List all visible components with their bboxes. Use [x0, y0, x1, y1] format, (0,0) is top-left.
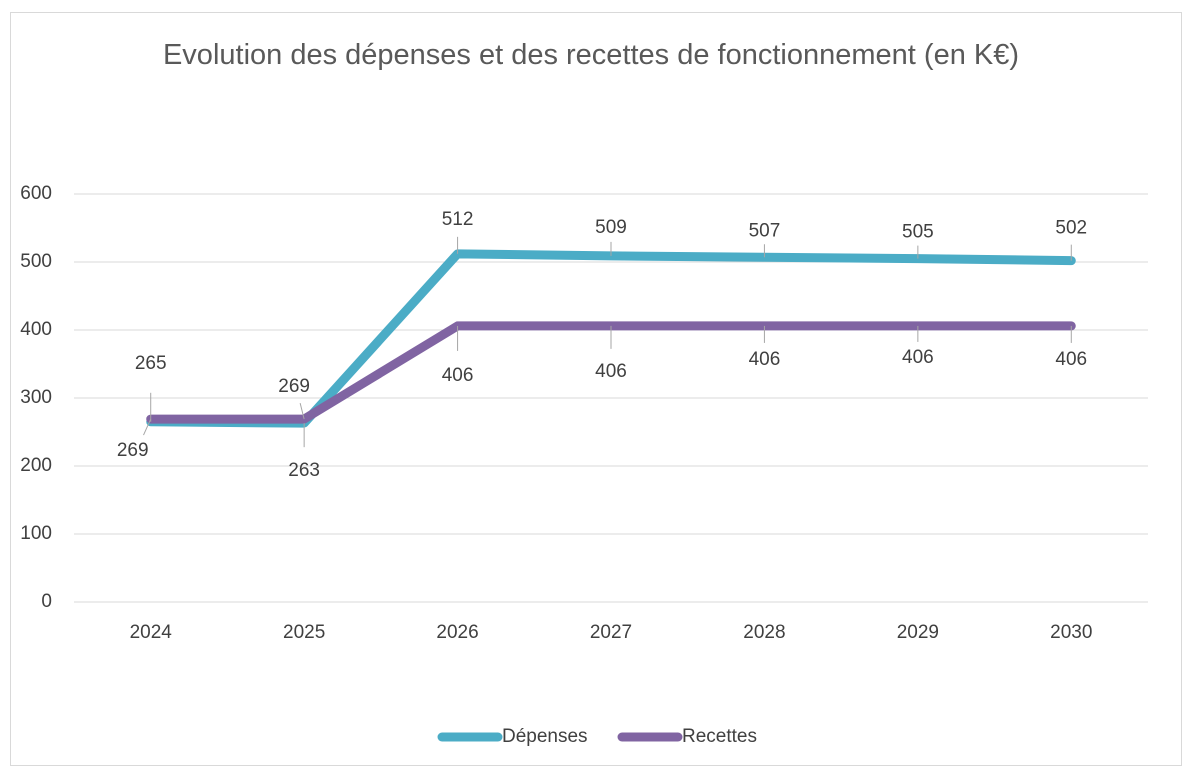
leader-line — [299, 402, 305, 420]
x-tick-label: 2030 — [1050, 622, 1092, 643]
x-tick-label: 2027 — [590, 622, 632, 643]
legend-label: Dépenses — [502, 726, 588, 747]
x-tick-label: 2024 — [130, 622, 173, 643]
data-label: 406 — [595, 361, 627, 382]
data-label: 406 — [902, 347, 934, 368]
data-label: 406 — [442, 365, 474, 386]
data-label: 265 — [135, 353, 167, 374]
y-tick-label: 100 — [20, 523, 52, 544]
y-tick-label: 500 — [20, 251, 52, 272]
x-tick-label: 2025 — [283, 622, 325, 643]
data-label: 269 — [278, 376, 310, 397]
leader-line — [143, 418, 152, 436]
legend-label: Recettes — [682, 726, 757, 747]
y-tick-label: 0 — [41, 591, 52, 612]
data-label: 509 — [595, 217, 627, 238]
chart-title: Evolution des dépenses et des recettes d… — [162, 39, 1020, 71]
y-tick-label: 300 — [20, 387, 52, 408]
x-tick-label: 2026 — [436, 622, 478, 643]
data-label: 263 — [288, 460, 320, 481]
data-label: 505 — [902, 222, 934, 243]
x-tick-label: 2029 — [897, 622, 939, 643]
data-label: 406 — [749, 349, 781, 370]
y-tick-label: 400 — [20, 319, 52, 340]
data-label: 502 — [1055, 218, 1087, 239]
y-tick-label: 200 — [20, 455, 52, 476]
x-tick-label: 2028 — [743, 622, 785, 643]
y-tick-label: 600 — [20, 183, 52, 204]
data-label: 512 — [442, 209, 474, 230]
data-label: 269 — [117, 440, 149, 461]
chart-border — [10, 12, 1182, 766]
data-label: 406 — [1055, 349, 1087, 370]
data-label: 507 — [749, 220, 781, 241]
